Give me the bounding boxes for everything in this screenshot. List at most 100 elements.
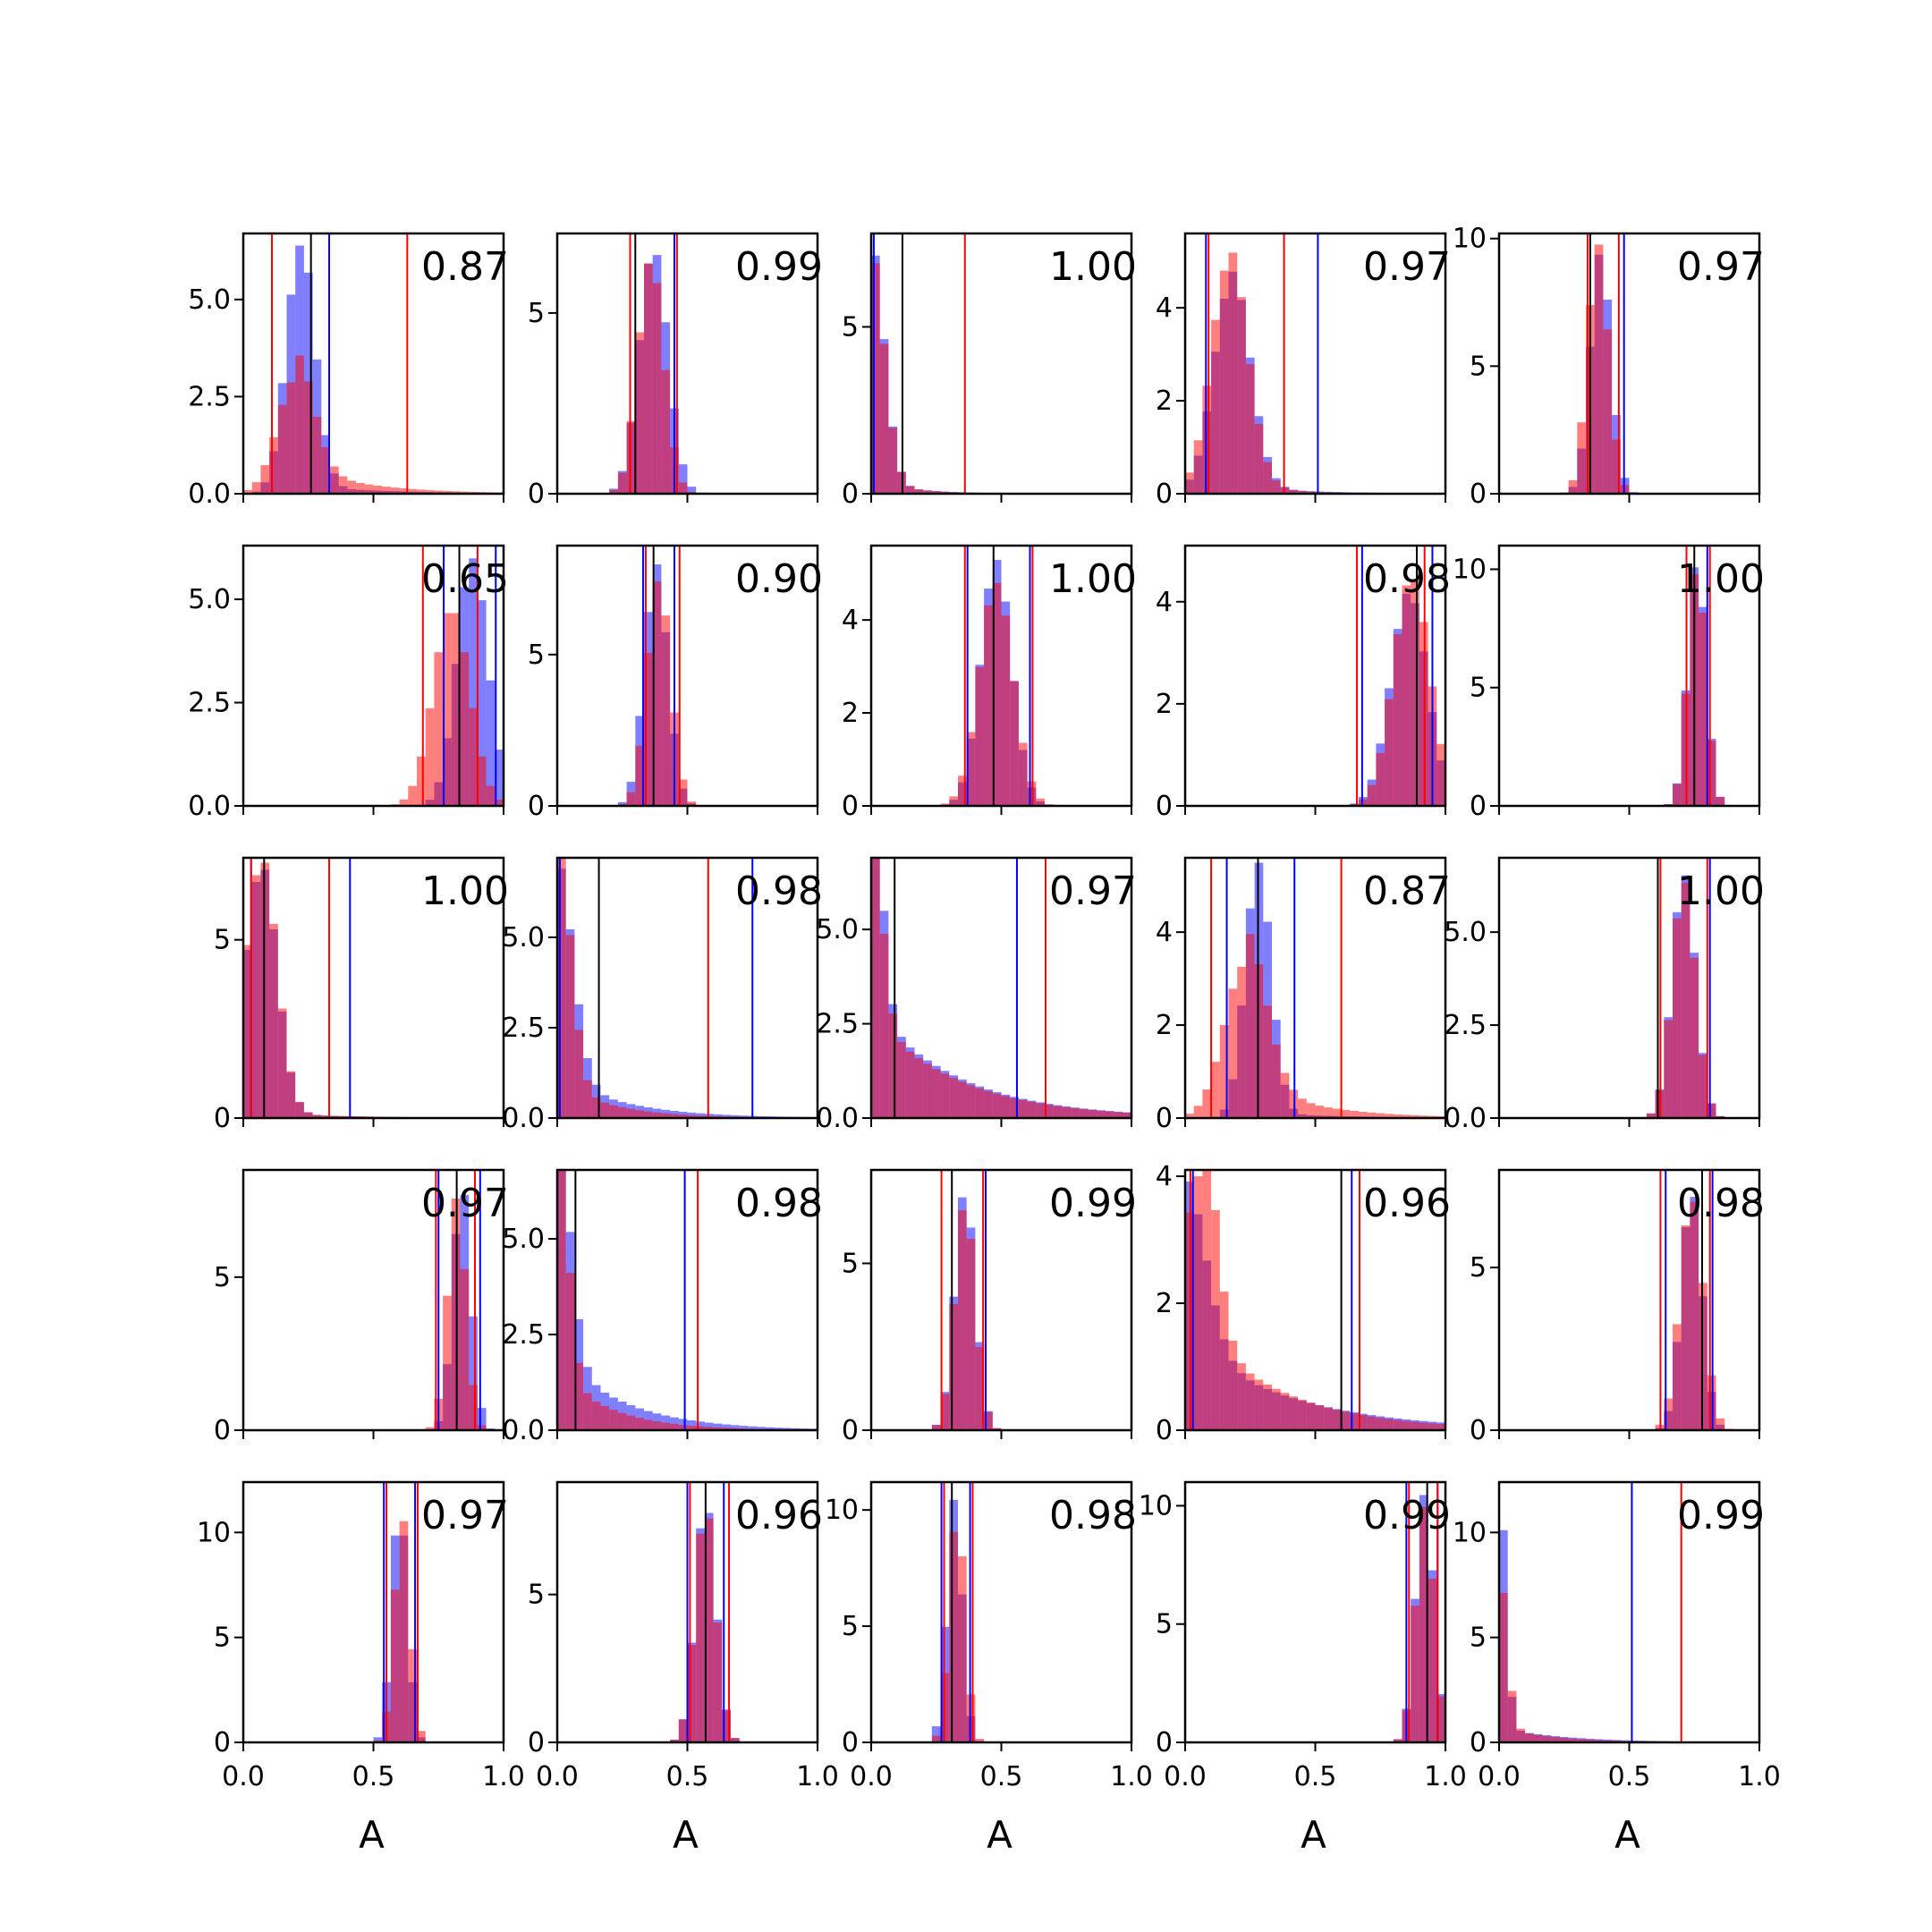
y-tick-label: 5 bbox=[214, 1623, 231, 1654]
x-axis-label: A bbox=[1301, 1813, 1326, 1857]
red-histogram-bar bbox=[687, 1645, 697, 1742]
y-tick-label: 4 bbox=[1156, 1161, 1173, 1192]
red-histogram-bar bbox=[1542, 1735, 1552, 1742]
y-tick-label: 5.0 bbox=[188, 584, 231, 615]
red-histogram-bar bbox=[1673, 1324, 1682, 1430]
red-histogram-bar bbox=[958, 1555, 967, 1742]
y-tick-label: 0 bbox=[1156, 1103, 1173, 1134]
panel-r3-c5: 0.0 2.5 5.0 1.00 bbox=[1444, 856, 1765, 1134]
y-tick-label: 10 bbox=[1453, 554, 1487, 585]
red-histogram-bar bbox=[1568, 479, 1578, 494]
red-histogram-bar bbox=[1272, 1044, 1281, 1118]
blue-histogram-bar bbox=[687, 1420, 697, 1430]
x-tick-label: 1.0 bbox=[1110, 1761, 1153, 1792]
panel-annotation: 0.97 bbox=[421, 1181, 509, 1226]
red-histogram-bar bbox=[443, 613, 452, 806]
red-histogram-bar bbox=[286, 1071, 296, 1118]
red-histogram-bar bbox=[626, 792, 636, 806]
panel-annotation: 0.97 bbox=[421, 1493, 509, 1538]
panel-r3-c4: 0 2 4 0.87 bbox=[1156, 856, 1451, 1134]
red-histogram-bar bbox=[1123, 1112, 1131, 1118]
y-tick-label: 5 bbox=[1470, 1252, 1487, 1284]
y-tick-label: 10 bbox=[1453, 1517, 1487, 1548]
blue-histogram-bar bbox=[783, 1428, 792, 1430]
x-tick-label: 0.0 bbox=[536, 1761, 579, 1792]
y-tick-label: 0 bbox=[528, 1727, 545, 1758]
red-histogram-bar bbox=[1237, 297, 1246, 494]
red-histogram-bar bbox=[1385, 1419, 1394, 1430]
red-histogram-bar bbox=[295, 355, 304, 494]
red-histogram-bar bbox=[949, 1078, 958, 1118]
blue-histogram-bar bbox=[757, 1427, 766, 1430]
x-tick-label: 0.5 bbox=[352, 1761, 395, 1792]
red-histogram-bar bbox=[923, 490, 932, 494]
blue-histogram-bar bbox=[731, 1114, 740, 1118]
panel-annotation: 0.97 bbox=[1049, 869, 1137, 914]
y-tick-label: 0 bbox=[842, 479, 859, 510]
y-tick-label: 0 bbox=[214, 1103, 231, 1134]
panel-r1-c3: 051.00 bbox=[842, 232, 1137, 510]
red-histogram-bar bbox=[574, 1030, 584, 1118]
red-histogram-bar bbox=[1716, 1418, 1725, 1430]
red-histogram-bar bbox=[1350, 1413, 1359, 1430]
red-histogram-bar bbox=[1341, 1109, 1351, 1118]
red-histogram-bar bbox=[1411, 1421, 1419, 1430]
red-histogram-bar bbox=[652, 580, 662, 806]
red-histogram-bar bbox=[644, 1111, 653, 1118]
red-histogram-bar bbox=[1507, 1690, 1517, 1742]
red-histogram-bar bbox=[321, 446, 330, 494]
y-tick-label: 0 bbox=[1156, 1415, 1173, 1446]
red-histogram-bar bbox=[1419, 1115, 1428, 1118]
x-axis-label: A bbox=[987, 1813, 1013, 1857]
red-histogram-bar bbox=[243, 945, 252, 1118]
red-histogram-bar bbox=[670, 1423, 679, 1430]
panel-r4-c1: 050.97 bbox=[214, 1168, 509, 1446]
x-tick-label: 0.5 bbox=[1608, 1761, 1651, 1792]
y-tick-label: 0.0 bbox=[188, 791, 231, 822]
red-histogram-bar bbox=[609, 1410, 618, 1430]
red-histogram-bar bbox=[696, 1115, 705, 1118]
red-histogram-bar bbox=[1341, 1411, 1351, 1430]
red-histogram-bar bbox=[583, 1080, 592, 1118]
y-tick-label: 0 bbox=[528, 479, 545, 510]
red-histogram-bar bbox=[678, 1719, 688, 1742]
red-histogram-bar bbox=[434, 652, 444, 806]
red-histogram-bar bbox=[486, 785, 496, 806]
red-histogram-bar bbox=[949, 1531, 958, 1742]
red-histogram-bar bbox=[722, 1428, 731, 1430]
red-histogram-bar bbox=[905, 486, 915, 494]
y-tick-label: 0.0 bbox=[816, 1103, 859, 1134]
red-histogram-bar bbox=[251, 482, 261, 494]
red-histogram-bar bbox=[1577, 1739, 1586, 1742]
panel-r4-c3: 050.99 bbox=[842, 1168, 1137, 1446]
panel-r4-c5: 050.98 bbox=[1470, 1168, 1765, 1446]
panel-r1-c2: 050.99 bbox=[528, 232, 823, 510]
red-histogram-bar bbox=[617, 1412, 627, 1430]
red-histogram-bar bbox=[565, 935, 575, 1118]
panel-r1-c4: 0 2 4 0.97 bbox=[1156, 232, 1451, 510]
red-histogram-bar bbox=[958, 775, 967, 806]
red-histogram-bar bbox=[417, 756, 426, 806]
red-histogram-bar bbox=[609, 1105, 618, 1118]
y-tick-label: 5 bbox=[1470, 673, 1487, 704]
red-histogram-bar bbox=[1036, 798, 1045, 806]
red-histogram-bar bbox=[312, 1114, 322, 1118]
x-tick-label: 0.0 bbox=[1478, 1761, 1521, 1792]
red-histogram-bar bbox=[1062, 1106, 1072, 1118]
red-histogram-bar bbox=[557, 1170, 566, 1430]
red-histogram-bar bbox=[958, 1081, 967, 1118]
red-histogram-bar bbox=[1289, 489, 1299, 494]
red-histogram-bar bbox=[443, 1295, 452, 1430]
y-tick-label: 0 bbox=[1470, 479, 1487, 510]
red-histogram-bar bbox=[495, 799, 504, 806]
red-histogram-bar bbox=[635, 1418, 644, 1430]
panel-r5-c1: 0 5 10 0.0 0.5 1.0 0.97 bbox=[197, 1480, 525, 1792]
red-histogram-bar bbox=[888, 1013, 898, 1118]
blue-histogram-bar bbox=[477, 600, 487, 806]
y-tick-label: 0 bbox=[1156, 791, 1173, 822]
red-histogram-bar bbox=[661, 1113, 671, 1118]
red-histogram-bar bbox=[1219, 1024, 1229, 1118]
x-tick-label: 0.5 bbox=[980, 1761, 1023, 1792]
panel-r5-c2: 0 5 0.0 0.5 1.0 0.96 bbox=[528, 1480, 839, 1792]
red-histogram-bar bbox=[1525, 1733, 1534, 1742]
